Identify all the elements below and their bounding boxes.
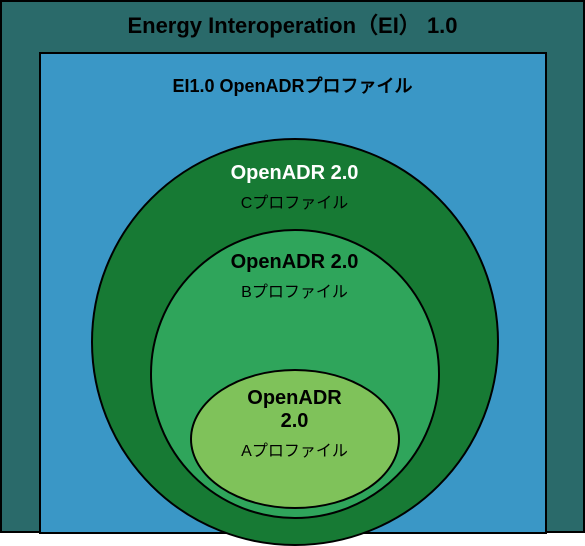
circle-b-labels: OpenADR 2.0 Bプロファイル	[152, 231, 438, 302]
circle-c-subtitle: Cプロファイル	[93, 189, 497, 213]
inner-title: EI1.0 OpenADRプロファイル	[41, 54, 545, 98]
outer-title: Energy Interoperation（EI） 1.0	[6, 6, 579, 46]
circle-a: OpenADR 2.0 Aプロファイル	[190, 369, 400, 509]
inner-square: EI1.0 OpenADRプロファイル OpenADR 2.0 Cプロファイル …	[39, 52, 547, 534]
circle-a-title: OpenADR 2.0	[232, 387, 358, 433]
circle-c-title: OpenADR 2.0	[145, 162, 445, 185]
circle-b-subtitle: Bプロファイル	[152, 278, 438, 302]
circle-a-labels: OpenADR 2.0 Aプロファイル	[192, 371, 398, 461]
outer-container: Energy Interoperation（EI） 1.0 EI1.0 Open…	[0, 0, 585, 533]
circle-b-title: OpenADR 2.0	[208, 251, 382, 274]
circle-c-labels: OpenADR 2.0 Cプロファイル	[93, 140, 497, 213]
circle-a-subtitle: Aプロファイル	[192, 437, 398, 461]
